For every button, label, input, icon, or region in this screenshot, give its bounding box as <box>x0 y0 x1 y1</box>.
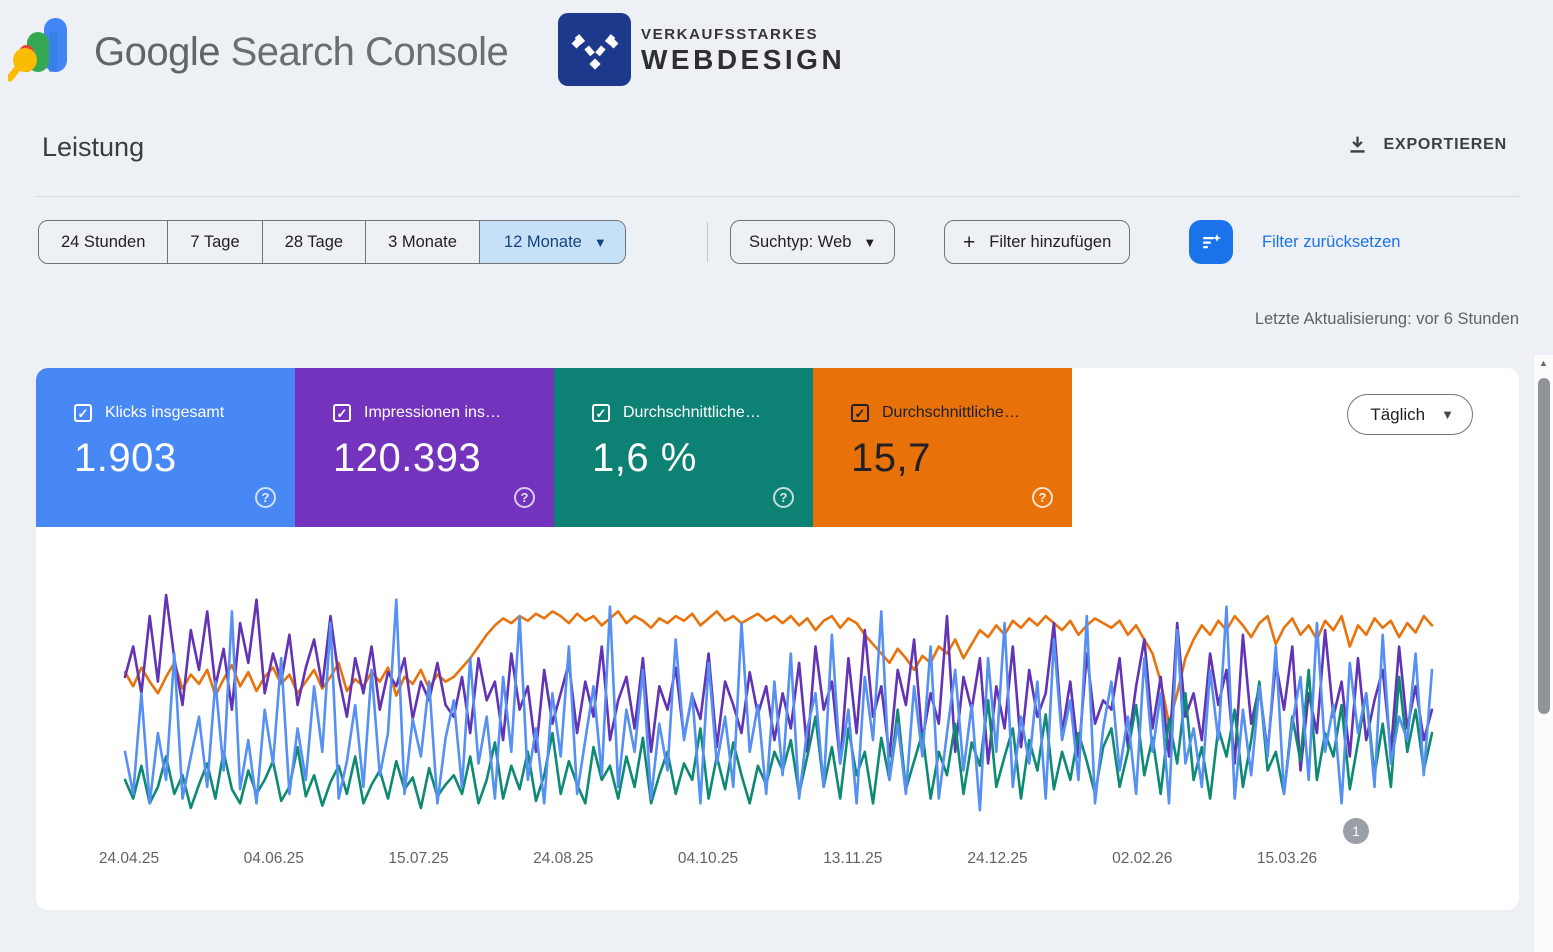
x-tick: 24.12.25 <box>967 850 1028 867</box>
help-icon[interactable]: ? <box>514 487 535 508</box>
date-range-tab-group: 24 Stunden 7 Tage 28 Tage 3 Monate 12 Mo… <box>38 220 626 264</box>
add-filter-button[interactable]: + Filter hinzufügen <box>944 220 1131 264</box>
metric-label: Impressionen ins… <box>364 404 501 421</box>
chevron-down-icon: ▼ <box>593 234 607 250</box>
scrollbar-up-arrow-icon[interactable]: ▲ <box>1539 358 1548 368</box>
checkbox-checked-icon[interactable]: ✓ <box>74 404 92 422</box>
metric-value: 1,6 % <box>592 436 697 480</box>
annotation-count-badge[interactable]: 1 <box>1343 818 1369 844</box>
add-filter-label: Filter hinzufügen <box>989 232 1112 251</box>
checkbox-checked-icon[interactable]: ✓ <box>851 404 869 422</box>
x-tick: 02.02.26 <box>1112 850 1173 867</box>
tab-12-monate-label: 12 Monate <box>503 232 582 251</box>
google-search-console-logo-icon <box>6 12 72 84</box>
help-icon[interactable]: ? <box>1032 487 1053 508</box>
performance-line-chart[interactable] <box>123 588 1434 822</box>
metric-value: 1.903 <box>74 436 177 480</box>
x-tick: 13.11.25 <box>823 850 883 867</box>
metric-value: 15,7 <box>851 436 931 480</box>
reset-filters-link[interactable]: Filter zurücksetzen <box>1262 233 1401 251</box>
x-tick: 04.10.25 <box>677 850 739 867</box>
x-tick: 24.08.25 <box>533 850 594 867</box>
plus-icon: + <box>963 230 976 254</box>
tab-24-stunden[interactable]: 24 Stunden <box>39 221 167 263</box>
metric-card-clicks[interactable]: ✓ Klicks insgesamt 1.903 ? <box>36 368 295 527</box>
metric-card-ctr[interactable]: ✓ Durchschnittliche… 1,6 % ? <box>554 368 813 527</box>
google-search-console-wordmark: Google Search Console <box>94 30 509 74</box>
filter-sparkle-icon <box>1203 234 1221 249</box>
tab-12-monate[interactable]: 12 Monate ▼ <box>478 221 625 263</box>
x-axis: 24.04.25 04.06.25 15.07.25 24.08.25 04.1… <box>89 850 1327 868</box>
metric-label: Durchschnittliche… <box>882 404 1020 421</box>
x-tick: 15.07.25 <box>388 850 449 867</box>
scrollbar-thumb[interactable] <box>1538 378 1550 714</box>
partner-logo-icon <box>558 13 631 86</box>
partner-logo-text: VERKAUFSSTARKES WEBDESIGN <box>641 26 846 75</box>
filter-bar-divider <box>707 222 708 262</box>
x-tick: 24.04.25 <box>98 850 160 867</box>
tab-7-tage[interactable]: 7 Tage <box>167 221 261 263</box>
performance-chart-card: ✓ Klicks insgesamt 1.903 ? ✓ Impressione… <box>36 368 1519 910</box>
filter-bar: 24 Stunden 7 Tage 28 Tage 3 Monate 12 Mo… <box>0 220 1553 264</box>
tab-28-tage[interactable]: 28 Tage <box>261 221 365 263</box>
title-divider <box>36 196 1519 197</box>
help-icon[interactable]: ? <box>773 487 794 508</box>
metric-card-impressions[interactable]: ✓ Impressionen ins… 120.393 ? <box>295 368 554 527</box>
metric-value: 120.393 <box>333 436 482 480</box>
metric-label: Klicks insgesamt <box>105 404 225 421</box>
checkbox-checked-icon[interactable]: ✓ <box>333 404 351 422</box>
export-label: EXPORTIEREN <box>1383 135 1507 153</box>
last-update-text: Letzte Aktualisierung: vor 6 Stunden <box>1254 310 1519 328</box>
page-title: Leistung <box>42 132 145 162</box>
help-icon[interactable]: ? <box>255 487 276 508</box>
x-tick: 15.03.26 <box>1256 850 1318 867</box>
granularity-dropdown[interactable]: Täglich ▼ <box>1347 394 1473 435</box>
download-icon <box>1350 136 1364 153</box>
export-button[interactable]: EXPORTIEREN <box>1347 134 1508 155</box>
metric-label: Durchschnittliche… <box>623 404 761 421</box>
granularity-label: Täglich <box>1370 404 1426 424</box>
search-type-label: Suchtyp: Web <box>749 232 852 251</box>
tab-3-monate[interactable]: 3 Monate <box>365 221 479 263</box>
search-type-dropdown[interactable]: Suchtyp: Web ▼ <box>730 220 896 264</box>
chevron-down-icon: ▼ <box>863 234 877 250</box>
x-tick: 04.06.25 <box>243 850 304 867</box>
metric-card-position[interactable]: ✓ Durchschnittliche… 15,7 ? <box>813 368 1072 527</box>
checkbox-checked-icon[interactable]: ✓ <box>592 404 610 422</box>
vertical-scrollbar[interactable]: ▲ <box>1533 355 1553 952</box>
ai-filter-button[interactable] <box>1189 220 1233 264</box>
chevron-down-icon: ▼ <box>1441 407 1454 422</box>
